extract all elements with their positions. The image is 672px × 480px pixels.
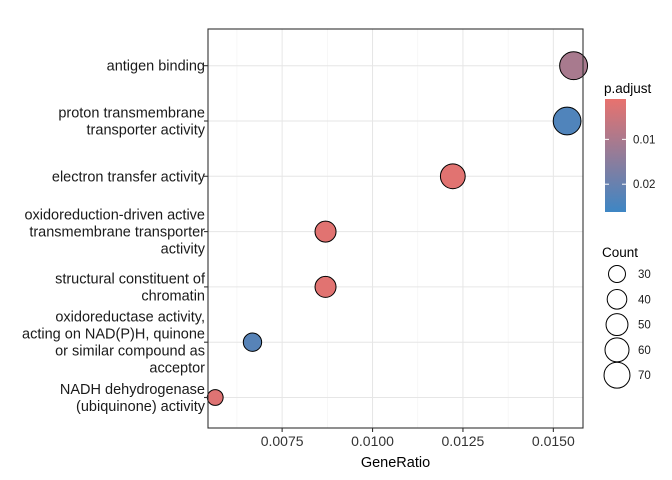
data-point: [206, 389, 224, 406]
size-legend-title: Count: [602, 245, 638, 260]
plot-panel-border: [207, 28, 584, 429]
data-point: [559, 51, 589, 81]
y-tick-label: transmembrane transporter: [29, 225, 205, 241]
y-tick-label: oxidoreduction-driven active: [24, 208, 205, 224]
x-tick-label: 0.0150: [532, 433, 575, 449]
y-tick-label: proton transmembrane: [58, 106, 205, 122]
grid-lines: [208, 29, 583, 428]
size-legend-label: 60: [638, 345, 651, 357]
data-points: [206, 51, 589, 406]
y-tick-label: or similar compound as: [55, 344, 205, 360]
size-legend-circle: [606, 288, 628, 310]
y-tick-label: oxidoreductase activity,: [55, 310, 205, 326]
data-point: [314, 220, 337, 243]
size-legend-label: 30: [638, 269, 651, 281]
y-tick-label: electron transfer activity: [52, 169, 206, 185]
size-legend-label: 40: [638, 294, 651, 306]
y-tick-label: acting on NAD(P)H, quinone: [22, 327, 205, 343]
data-point: [314, 275, 337, 298]
y-tick-label: transporter activity: [87, 123, 206, 139]
x-axis-title: GeneRatio: [361, 455, 430, 471]
x-tick-label: 0.0125: [442, 433, 485, 449]
data-point: [242, 332, 263, 352]
size-legend-circle: [603, 361, 631, 389]
size-legend-label: 70: [638, 370, 651, 382]
size-legend-circle: [605, 313, 629, 337]
y-tick-label: structural constituent of: [55, 271, 206, 287]
y-tick-label: (ubiquinone) activity: [76, 399, 206, 415]
data-point: [439, 163, 466, 190]
size-legend: Count 30 40 50 60 70: [602, 245, 651, 389]
x-axis-ticks: 0.0075 0.0100 0.0125 0.0150: [261, 428, 575, 449]
color-legend-title: p.adjust: [604, 81, 652, 96]
x-tick-label: 0.0075: [261, 433, 304, 449]
x-tick-label: 0.0100: [351, 433, 394, 449]
color-legend-label: 0.01: [633, 134, 655, 146]
y-tick-label: acceptor: [149, 361, 205, 377]
color-bar: [605, 99, 626, 212]
size-legend-circle: [604, 337, 630, 363]
data-point: [552, 106, 582, 136]
color-legend: p.adjust 0.01 0.02: [604, 81, 655, 212]
y-axis-ticks: NADH dehydrogenase(ubiquinone) activity o…: [22, 59, 208, 415]
size-legend-circle: [608, 265, 626, 283]
y-tick-label: NADH dehydrogenase: [60, 382, 205, 398]
y-tick-label: chromatin: [141, 288, 205, 304]
y-tick-label: activity: [161, 242, 206, 258]
size-legend-label: 50: [638, 320, 651, 332]
y-tick-label: antigen binding: [107, 59, 205, 75]
color-legend-label: 0.02: [633, 179, 655, 191]
